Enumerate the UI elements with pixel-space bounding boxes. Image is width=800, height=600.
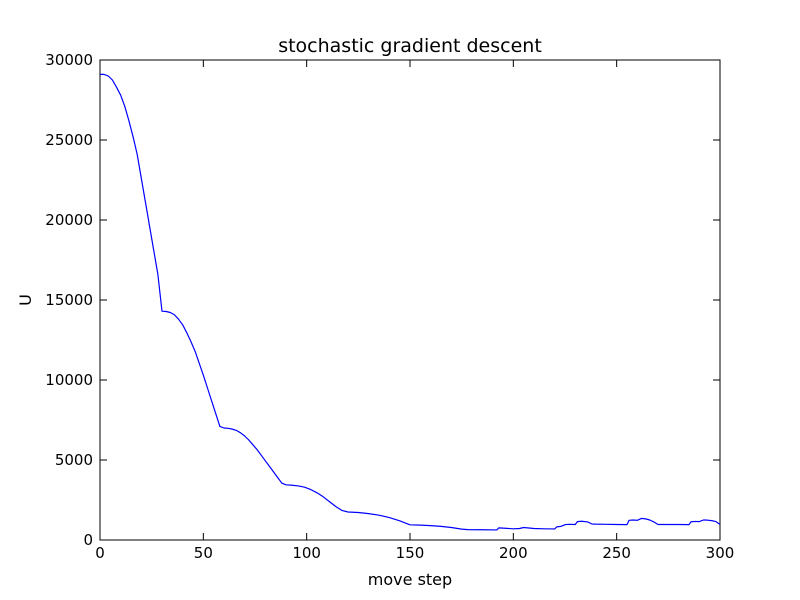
- y-tick-label: 25000: [45, 131, 93, 149]
- x-tick-label: 200: [499, 544, 528, 562]
- x-tick-label: 50: [194, 544, 213, 562]
- series-line: [100, 73, 721, 531]
- y-tick-label: 15000: [45, 291, 93, 309]
- x-tick-label: 300: [706, 544, 735, 562]
- x-tick-label: 250: [602, 544, 631, 562]
- y-tick-label: 5000: [55, 451, 93, 469]
- x-tick-label: 150: [396, 544, 425, 562]
- x-tick-label: 0: [95, 544, 105, 562]
- y-tick-label: 30000: [45, 51, 93, 69]
- x-axis-ticks: 0 50 100 150 200 250 300: [95, 60, 734, 562]
- plot-area-frame: [99, 59, 721, 541]
- y-tick-label: 10000: [45, 371, 93, 389]
- x-axis-label: move step: [368, 570, 452, 589]
- series-layer: [100, 73, 721, 531]
- y-axis-ticks: 0 5000 10000 15000 20000 25000 30000: [45, 51, 720, 549]
- y-tick-label: 0: [83, 531, 93, 549]
- y-axis-label: U: [16, 294, 35, 306]
- chart-title: stochastic gradient descent: [278, 35, 542, 57]
- x-tick-label: 100: [292, 544, 321, 562]
- y-tick-label: 20000: [45, 211, 93, 229]
